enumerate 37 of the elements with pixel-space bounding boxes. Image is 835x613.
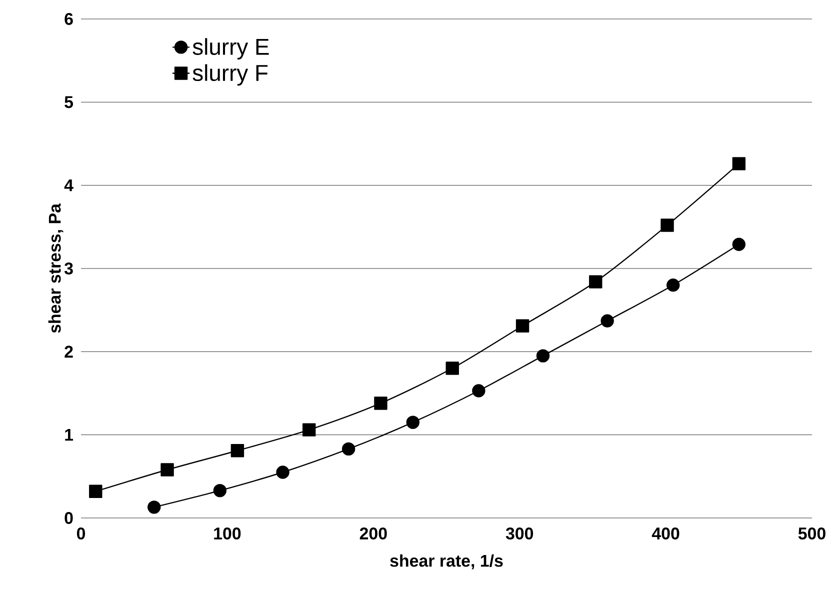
- y-tick-label: 4: [64, 179, 74, 192]
- x-tick-label: 500: [798, 528, 826, 540]
- x-tick-label: 100: [214, 528, 241, 540]
- point: [406, 416, 420, 429]
- x-tick-label: 400: [652, 528, 680, 540]
- point: [732, 157, 746, 170]
- x-axis-title: shear rate, 1/s: [390, 554, 503, 570]
- point: [374, 396, 388, 410]
- point: [660, 218, 674, 232]
- point: [213, 484, 226, 498]
- legend-label: slurry E: [192, 38, 269, 60]
- x-tick-label: 300: [506, 528, 534, 540]
- y-tick-label: 6: [64, 12, 73, 25]
- point: [589, 275, 602, 288]
- y-tick-label: 0: [64, 512, 73, 524]
- point: [516, 319, 530, 332]
- point: [446, 362, 459, 375]
- point: [600, 314, 614, 328]
- point: [276, 466, 290, 479]
- point: [472, 384, 486, 398]
- point: [302, 423, 316, 436]
- point: [89, 484, 102, 498]
- y-tick-label: 2: [64, 346, 73, 358]
- point: [230, 444, 244, 458]
- point: [732, 238, 746, 251]
- y-tick-label: 1: [65, 428, 74, 441]
- point: [160, 463, 174, 476]
- legend-label: slurry F: [192, 64, 268, 86]
- y-tick-label: 3: [64, 262, 73, 274]
- point: [148, 500, 161, 514]
- x-tick-label: 200: [360, 528, 387, 540]
- point: [536, 349, 550, 362]
- y-axis-title: shear stress, Pa: [48, 203, 64, 333]
- y-tick-label: 5: [64, 96, 74, 108]
- x-tick-label: 0: [76, 528, 86, 540]
- point: [666, 278, 680, 292]
- point: [342, 442, 356, 456]
